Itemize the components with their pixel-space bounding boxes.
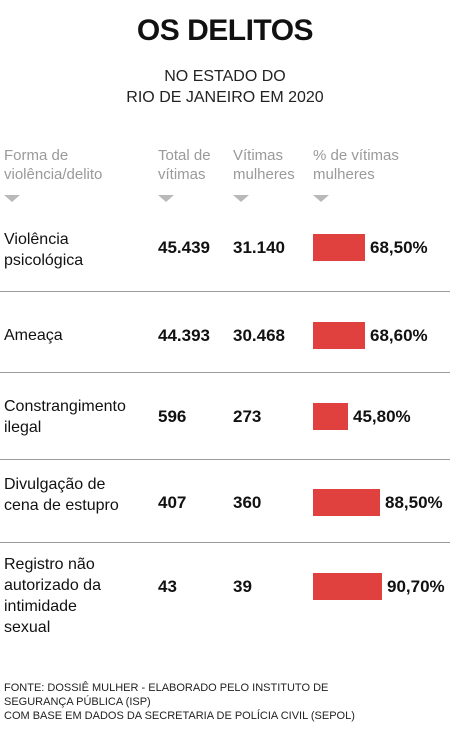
pct-bar bbox=[313, 322, 365, 349]
source-line-2: SEGURANÇA PÚBLICA (ISP) bbox=[4, 696, 151, 708]
women-victims-value: 30.468 bbox=[233, 326, 285, 345]
header-women-line-1: Vítimas bbox=[233, 147, 284, 164]
header-women: Vítimas mulheres bbox=[233, 146, 295, 184]
row-label-line: Ameaça bbox=[4, 327, 63, 344]
row-label-line: Divulgação de bbox=[4, 476, 106, 493]
sort-arrow-women-icon bbox=[233, 195, 249, 202]
chart-subtitle: NO ESTADO DO RIO DE JANEIRO EM 2020 bbox=[0, 66, 450, 108]
row-label-line: sexual bbox=[4, 619, 51, 636]
total-victims-value: 43 bbox=[158, 577, 177, 596]
header-crime-line-2: violência/delito bbox=[4, 166, 103, 183]
pct-label: 68,60% bbox=[370, 326, 428, 345]
header-crime: Forma de violência/delito bbox=[4, 146, 102, 184]
women-victims-value: 273 bbox=[233, 407, 262, 426]
source-note: FONTE: DOSSIÊ MULHER - ELABORADO PELO IN… bbox=[4, 681, 355, 723]
women-victims-value: 360 bbox=[233, 493, 262, 512]
header-pct: % de vítimas mulheres bbox=[313, 146, 399, 184]
pct-bar bbox=[313, 573, 382, 600]
sort-arrow-crime-icon bbox=[4, 195, 20, 202]
row-label-line: intimidade bbox=[4, 598, 77, 615]
header-pct-line-2: mulheres bbox=[313, 166, 375, 183]
row-label: Ameaça bbox=[4, 325, 63, 346]
header-crime-line-1: Forma de bbox=[4, 147, 69, 164]
sort-arrow-total-icon bbox=[158, 195, 174, 202]
header-total: Total de vítimas bbox=[158, 146, 211, 184]
pct-bar bbox=[313, 403, 348, 430]
row-label-line: ilegal bbox=[4, 419, 42, 436]
row-label-line: autorizado da bbox=[4, 577, 101, 594]
row-label-line: Registro não bbox=[4, 556, 95, 573]
women-victims-value: 31.140 bbox=[233, 238, 285, 257]
pct-label: 68,50% bbox=[370, 238, 428, 257]
header-pct-line-1: % de vítimas bbox=[313, 147, 399, 164]
women-victims-value: 39 bbox=[233, 577, 252, 596]
pct-bar bbox=[313, 489, 380, 516]
row-label: Registro não autorizado da intimidade sexua… bbox=[4, 554, 101, 638]
source-line-3: COM BASE EM DADOS DA SECRETARIA DE POLÍC… bbox=[4, 710, 355, 722]
pct-label: 45,80% bbox=[353, 407, 411, 426]
header-women-line-2: mulheres bbox=[233, 166, 295, 183]
row-label-line: psicológica bbox=[4, 252, 84, 269]
sort-arrow-pct-icon bbox=[313, 195, 329, 202]
row-divider bbox=[0, 459, 450, 460]
total-victims-value: 407 bbox=[158, 493, 187, 512]
total-victims-value: 44.393 bbox=[158, 326, 210, 345]
row-divider bbox=[0, 372, 450, 373]
row-divider bbox=[0, 542, 450, 543]
row-label-line: Violência bbox=[4, 231, 69, 248]
chart-title: OS DELITOS bbox=[136, 14, 314, 47]
row-label: Constrangimento ilegal bbox=[4, 396, 126, 438]
subtitle-line-1: NO ESTADO DO bbox=[164, 68, 286, 85]
row-label-line: Constrangimento bbox=[4, 398, 126, 415]
row-label: Violência psicológica bbox=[4, 229, 83, 271]
row-divider bbox=[0, 291, 450, 292]
pct-label: 88,50% bbox=[385, 493, 443, 512]
row-label-line: cena de estupro bbox=[4, 497, 119, 514]
total-victims-value: 596 bbox=[158, 407, 187, 426]
header-total-line-2: vítimas bbox=[158, 166, 206, 183]
header-total-line-1: Total de bbox=[158, 147, 211, 164]
pct-bar bbox=[313, 234, 365, 261]
source-line-1: FONTE: DOSSIÊ MULHER - ELABORADO PELO IN… bbox=[4, 682, 329, 694]
row-label: Divulgação de cena de estupro bbox=[4, 474, 119, 516]
pct-label: 90,70% bbox=[387, 577, 445, 596]
total-victims-value: 45.439 bbox=[158, 238, 210, 257]
subtitle-line-2: RIO DE JANEIRO EM 2020 bbox=[126, 89, 324, 106]
